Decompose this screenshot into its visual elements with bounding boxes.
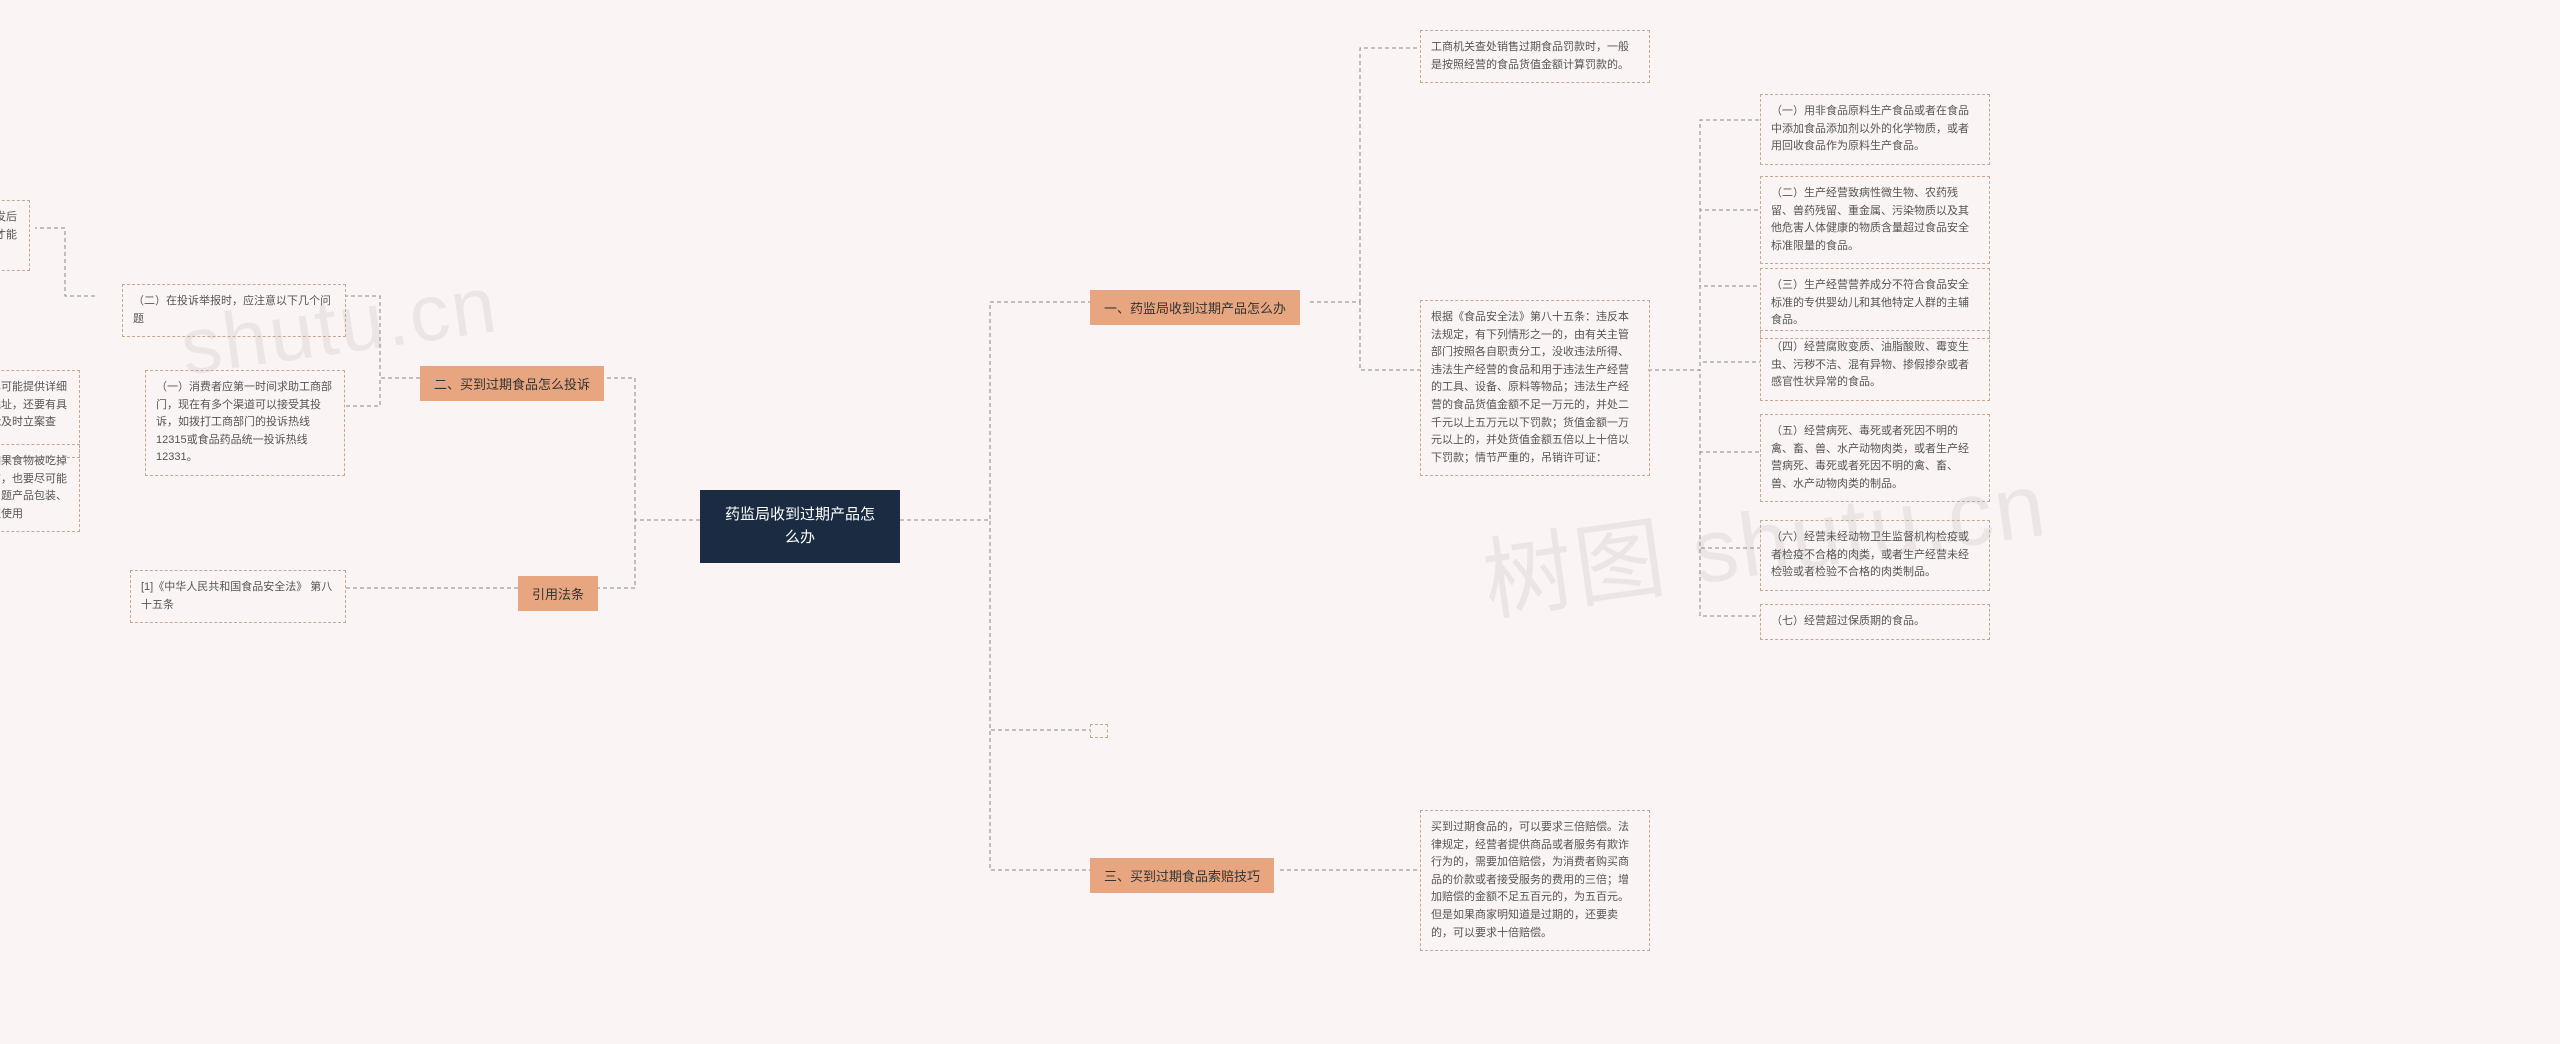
leaf-s2-b-1: 是投诉举报要及时。消费者在事发后应尽早向食药监部门反映，这样才能在第一时间内调查… xyxy=(0,200,30,271)
leaf-s1-b-4: （四）经营腐败变质、油脂酸败、霉变生虫、污秽不洁、混有异物、掺假掺杂或者感官性状… xyxy=(1760,330,1990,401)
leaf-s2-b-3: 是证据资料要齐全。如果食物被吃掉了，那么在投诉举报前，也要尽可能收集有关证据，例… xyxy=(0,444,80,532)
connector-lines xyxy=(0,0,2560,1044)
leaf-s2-b: （二）在投诉举报时，应注意以下几个问题 xyxy=(122,284,346,337)
leaf-s1-b-1: （一）用非食品原料生产食品或者在食品中添加食品添加剂以外的化学物质，或者用回收食… xyxy=(1760,94,1990,165)
leaf-s1-b-6: （六）经营未经动物卫生监督机构检疫或者检疫不合格的肉类，或者生产经营未经检验或者… xyxy=(1760,520,1990,591)
branch-section-3: 三、买到过期食品索赔技巧 xyxy=(1090,858,1274,893)
leaf-s1-b-7: （七）经营超过保质期的食品。 xyxy=(1760,604,1990,640)
leaf-s1-a: 工商机关查处销售过期食品罚款时，一般是按照经营的食品货值金额计算罚款的。 xyxy=(1420,30,1650,83)
branch-section-1: 一、药监局收到过期产品怎么办 xyxy=(1090,290,1300,325)
leaf-law-ref: [1]《中华人民共和国食品安全法》 第八十五条 xyxy=(130,570,346,623)
root-node: 药监局收到过期产品怎么办 xyxy=(700,490,900,563)
branch-section-2: 二、买到过期食品怎么投诉 xyxy=(420,366,604,401)
leaf-s1-b: 根据《食品安全法》第八十五条：违反本法规定，有下列情形之一的，由有关主管部门按照… xyxy=(1420,300,1650,476)
leaf-s1-b-3: （三）生产经营营养成分不符合食品安全标准的专供婴幼儿和其他特定人群的主辅食品。 xyxy=(1760,268,1990,339)
branch-law: 引用法条 xyxy=(518,576,598,611)
empty-node xyxy=(1090,724,1108,738)
leaf-s1-b-5: （五）经营病死、毒死或者死因不明的禽、畜、兽、水产动物肉类，或者生产经营病死、毒… xyxy=(1760,414,1990,502)
leaf-s3-a: 买到过期食品的，可以要求三倍赔偿。法律规定，经营者提供商品或者服务有欺诈行为的，… xyxy=(1420,810,1650,951)
leaf-s1-b-2: （二）生产经营致病性微生物、农药残留、兽药残留、重金属、污染物质以及其他危害人体… xyxy=(1760,176,1990,264)
leaf-s2-a: （一）消费者应第一时间求助工商部门，现在有多个渠道可以接受其投诉，如拨打工商部门… xyxy=(145,370,345,476)
